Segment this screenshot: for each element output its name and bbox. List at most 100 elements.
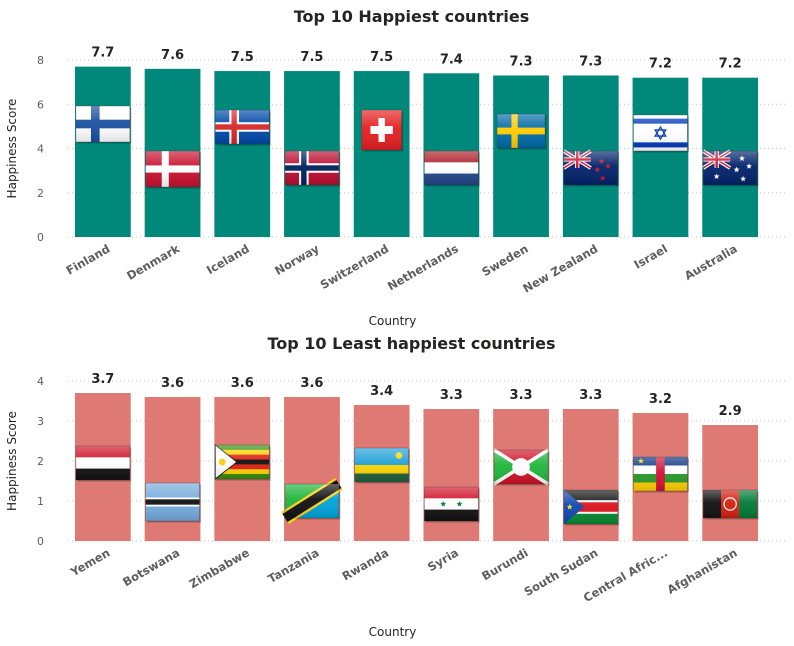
bar-group[interactable]: 7.6 bbox=[144, 48, 202, 237]
y-tick-label: 3 bbox=[37, 415, 44, 428]
bar-group[interactable]: 3.6 bbox=[214, 376, 271, 541]
data-label: 3.7 bbox=[91, 372, 114, 387]
bar-group[interactable]: 3.3 bbox=[493, 388, 550, 541]
bar-group[interactable]: 7.2 bbox=[632, 57, 689, 237]
flag-gloss bbox=[214, 444, 270, 480]
flag-gloss bbox=[361, 109, 402, 151]
data-label: 3.4 bbox=[370, 384, 393, 399]
rwanda-flag-icon bbox=[354, 447, 411, 484]
bar-group[interactable]: 3.6 bbox=[144, 376, 202, 541]
y-axis-title: Happiness Score bbox=[5, 99, 19, 199]
south-sudan-flag-icon bbox=[563, 489, 620, 526]
x-tick-label: Zimbabwe bbox=[187, 545, 252, 591]
bar-group[interactable]: 7.7 bbox=[74, 46, 132, 237]
flag-gloss bbox=[493, 449, 549, 485]
chart-1: Top 10 Happiest countries 0 2 4 6 8 Happiness … bbox=[5, 7, 785, 328]
flag-gloss bbox=[284, 150, 340, 186]
norway-flag-icon bbox=[284, 150, 341, 187]
data-label: 7.5 bbox=[300, 50, 323, 65]
israel-flag-icon bbox=[633, 114, 689, 153]
bar[interactable] bbox=[493, 75, 549, 237]
bar-group[interactable]: 3.7 bbox=[74, 372, 132, 541]
data-label: 3.6 bbox=[300, 376, 323, 391]
yemen-flag-icon bbox=[75, 445, 132, 482]
bar[interactable] bbox=[353, 71, 410, 237]
data-label: 2.9 bbox=[719, 404, 742, 419]
bar-group[interactable]: 7.5 bbox=[214, 50, 271, 237]
data-label: 3.6 bbox=[161, 376, 184, 391]
data-label: 7.3 bbox=[510, 54, 533, 69]
bar-group[interactable]: 3.4 bbox=[353, 384, 411, 541]
y-tick-label: 1 bbox=[37, 495, 44, 508]
x-tick-label: Netherlands bbox=[385, 241, 461, 293]
y-tick-label: 2 bbox=[37, 455, 44, 468]
flag-gloss bbox=[563, 150, 619, 186]
data-label: 7.2 bbox=[649, 57, 672, 72]
flag-gloss bbox=[702, 489, 758, 519]
data-label: 7.7 bbox=[91, 46, 114, 61]
flag-gloss bbox=[145, 482, 200, 522]
flag-gloss bbox=[563, 489, 619, 525]
y-axis-title: Happiness Score bbox=[5, 411, 19, 511]
switzerland-flag-icon bbox=[361, 109, 404, 152]
bar-group[interactable]: 2.9 bbox=[702, 404, 759, 541]
sweden-flag-icon bbox=[496, 113, 547, 150]
bar-group[interactable]: 3.6 bbox=[281, 376, 343, 541]
bar-group[interactable]: 7.3 bbox=[493, 54, 549, 237]
syria-flag-icon bbox=[424, 486, 480, 523]
flag-gloss bbox=[214, 109, 270, 145]
x-tick-label: New Zealand bbox=[520, 241, 600, 295]
bar-group[interactable]: 3.3 bbox=[562, 388, 620, 541]
x-tick-label: Switzerland bbox=[318, 241, 391, 291]
x-tick-label: Norway bbox=[272, 241, 322, 278]
x-tick-label: Yemen bbox=[67, 545, 112, 579]
x-tick-label: Syria bbox=[425, 545, 461, 574]
iceland-flag-icon bbox=[214, 109, 271, 146]
flag-gloss bbox=[496, 113, 546, 149]
chart-title: Top 10 Happiest countries bbox=[294, 7, 529, 26]
data-label: 3.3 bbox=[579, 388, 602, 403]
data-label: 3.3 bbox=[440, 388, 463, 403]
bar-group[interactable]: 7.4 bbox=[423, 52, 480, 238]
x-tick-label: Iceland bbox=[204, 241, 252, 277]
y-tick-label: 8 bbox=[37, 54, 44, 67]
central-african-republic-flag-icon bbox=[633, 456, 689, 493]
bar-group[interactable]: 7.2 bbox=[702, 57, 759, 237]
bar-group[interactable]: 3.2 bbox=[632, 392, 689, 541]
data-label: 7.3 bbox=[579, 54, 602, 69]
x-tick-label: Israel bbox=[632, 241, 670, 271]
bar[interactable] bbox=[74, 66, 131, 237]
zimbabwe-flag-icon bbox=[214, 444, 271, 481]
y-tick-label: 6 bbox=[37, 98, 44, 111]
tanzania-flag-icon bbox=[281, 477, 343, 525]
bar-group[interactable]: 7.5 bbox=[353, 50, 410, 237]
x-tick-label: Afghanistan bbox=[665, 545, 740, 596]
flag-gloss bbox=[702, 150, 758, 186]
bar[interactable] bbox=[702, 425, 759, 541]
flag-gloss bbox=[284, 483, 340, 519]
chart-title: Top 10 Least happiest countries bbox=[267, 334, 555, 353]
burundi-flag-icon bbox=[493, 448, 550, 486]
data-label: 3.6 bbox=[231, 376, 254, 391]
data-label: 7.5 bbox=[231, 50, 254, 65]
flag-gloss bbox=[145, 150, 200, 188]
bar-group[interactable]: 7.5 bbox=[284, 50, 341, 237]
bar-group[interactable]: 7.3 bbox=[562, 54, 620, 237]
bar[interactable] bbox=[214, 71, 271, 237]
flag-gloss bbox=[424, 486, 479, 522]
bar[interactable] bbox=[632, 77, 689, 237]
denmark-flag-icon bbox=[145, 150, 202, 189]
flag-gloss bbox=[75, 105, 131, 143]
data-label: 7.6 bbox=[161, 48, 184, 63]
bar-group[interactable]: 3.3 bbox=[423, 388, 480, 541]
x-tick-label: Botswana bbox=[120, 545, 182, 589]
botswana-flag-icon bbox=[145, 482, 202, 523]
data-label: 7.2 bbox=[719, 57, 742, 72]
netherlands-flag-icon bbox=[424, 150, 480, 187]
x-tick-label: Australia bbox=[682, 241, 740, 282]
y-tick-label: 0 bbox=[37, 231, 44, 244]
x-tick-label: Finland bbox=[64, 241, 113, 277]
data-label: 7.4 bbox=[440, 52, 463, 67]
